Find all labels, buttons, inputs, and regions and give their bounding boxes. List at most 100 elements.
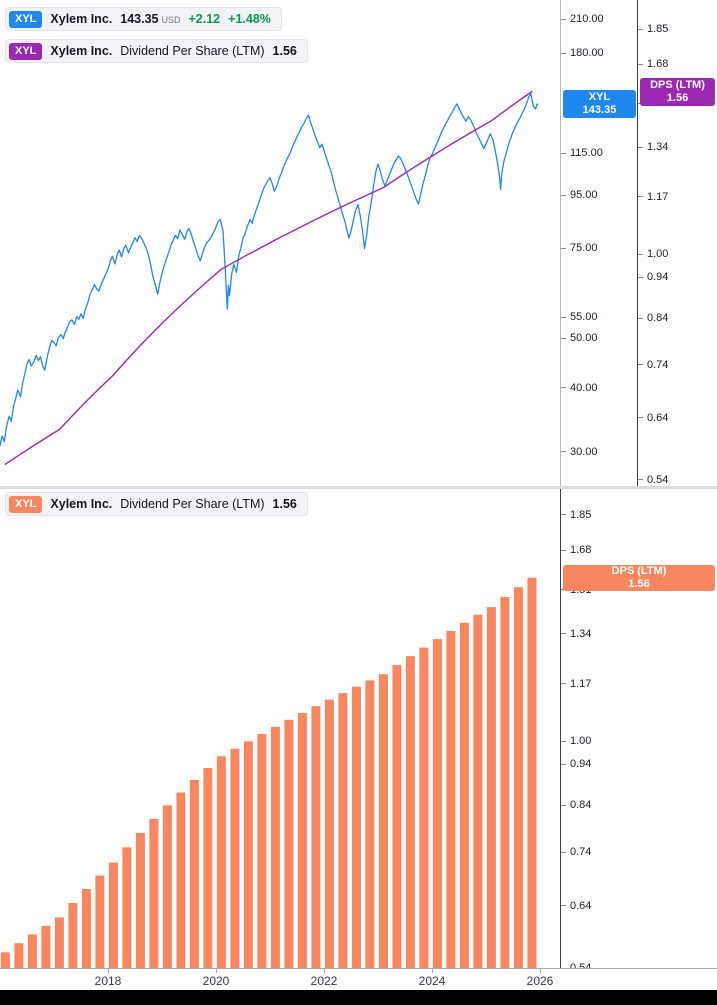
tick-label: 0.84 — [647, 312, 669, 325]
tick-label: 1.85 — [570, 508, 592, 521]
dps-bar — [392, 665, 402, 968]
dps_top-tick: 0.54 — [638, 474, 668, 486]
dps-y-axis-bottom[interactable]: 1.851.681.511.341.171.000.940.840.740.64… — [560, 489, 717, 974]
dps_top-tick: 1.68 — [638, 58, 668, 70]
tick-label: 75.00 — [570, 242, 598, 254]
dps-bar — [500, 597, 510, 968]
panel-divider[interactable] — [0, 486, 717, 489]
tick-dash — [638, 253, 643, 255]
price-tick: 115.00 — [561, 147, 603, 159]
time-tick — [108, 969, 109, 973]
time-tick — [432, 969, 433, 973]
tick-label: 1.17 — [570, 677, 592, 690]
tick-dash — [561, 194, 566, 196]
tick-label: 210.00 — [570, 13, 604, 26]
price-tick: 95.00 — [561, 189, 598, 201]
tick-label: 95.00 — [570, 189, 598, 202]
price-tick: 180.00 — [561, 47, 604, 59]
dps-bar — [203, 768, 213, 968]
dps_bottom-tick: 0.64 — [561, 900, 591, 912]
ticker-chip-dividend: XYL — [9, 495, 43, 513]
dps-bar — [95, 875, 105, 968]
tick-dash — [638, 196, 643, 198]
price-change-abs: +2.12 — [188, 12, 221, 26]
dps-bar — [14, 943, 24, 968]
dps_top-price-badge: DPS (LTM) 1.56 — [640, 77, 715, 106]
dps_top-tick: 1.17 — [638, 191, 668, 203]
dps-y-axis-top[interactable]: 1.851.681.511.341.171.000.940.840.740.64… — [637, 0, 717, 487]
dps_top-tick: 0.94 — [638, 271, 668, 283]
tick-label: 1.00 — [570, 735, 592, 748]
dps-bar — [473, 614, 483, 968]
tick-label: 1.17 — [647, 190, 669, 203]
legend-row-dps-overlay[interactable]: XYL Xylem Inc. Dividend Per Share (LTM) … — [5, 39, 308, 63]
time-label: 2026 — [526, 974, 554, 988]
tick-dash — [638, 146, 643, 148]
dps-bar — [284, 719, 294, 968]
tick-label: 0.94 — [570, 758, 592, 770]
tick-label: 0.64 — [570, 899, 592, 912]
dps-bar — [311, 706, 321, 968]
dps_top-tick: 1.00 — [638, 248, 668, 260]
tick-dash — [561, 740, 566, 742]
legend-row-dividend[interactable]: XYL Xylem Inc. Dividend Per Share (LTM) … — [5, 492, 308, 516]
time-axis[interactable]: 2018 2020 2022 2024 2026 — [0, 968, 717, 991]
tick-dash — [561, 387, 566, 389]
price-tick: 30.00 — [561, 446, 598, 458]
tick-label: 115.00 — [570, 147, 603, 159]
tick-label: 0.74 — [570, 846, 592, 859]
dividend-panel-legend: XYL Xylem Inc. Dividend Per Share (LTM) … — [5, 492, 308, 516]
dividend-chart-canvas[interactable] — [0, 489, 560, 968]
currency-label: USD — [161, 15, 181, 25]
tick-dash — [561, 763, 566, 765]
dps-bar — [108, 862, 118, 968]
badge-line: XYL — [588, 91, 611, 103]
ticker-chip-dps: XYL — [9, 42, 43, 60]
tick-label: 1.85 — [647, 23, 669, 36]
dps-bar — [216, 756, 226, 968]
dps-bar — [338, 693, 348, 968]
tick-label: 50.00 — [570, 332, 598, 345]
dps-bar — [432, 639, 442, 968]
tick-dash — [561, 52, 566, 54]
dps-bar — [81, 889, 91, 968]
dps-bar — [149, 818, 159, 968]
dps-bar — [54, 917, 64, 968]
tick-dash — [561, 905, 566, 906]
dps_bottom-price-badge: DPS (LTM) 1.56 — [563, 564, 715, 591]
dps-bar — [243, 741, 253, 968]
dps-bar — [486, 607, 496, 968]
dps-bar — [257, 734, 267, 968]
price-tick: 75.00 — [561, 242, 598, 254]
badge-line: 143.35 — [582, 104, 617, 116]
dps-bar — [365, 680, 375, 968]
tick-dash — [561, 549, 566, 551]
dps_line-series — [4, 90, 533, 465]
price-y-axis[interactable]: 210.00 180.00 115.00 95.00 75.00 55.00 50.00 40… — [560, 0, 638, 487]
company-name: Xylem Inc. — [50, 497, 113, 511]
time-label: 2022 — [310, 974, 338, 988]
dps-bar — [297, 713, 307, 968]
dps_bottom-tick: 1.17 — [561, 678, 591, 690]
tick-dash — [561, 514, 566, 516]
dps_top-tick: 1.85 — [638, 23, 668, 35]
tick-label: 1.00 — [647, 248, 669, 261]
legend-row-price[interactable]: XYL Xylem Inc. 143.35 USD +2.12 +1.48% — [5, 7, 282, 31]
tick-label: 40.00 — [570, 381, 598, 394]
price-chart-canvas[interactable] — [0, 0, 560, 487]
price-price-badge: XYL 143.35 — [563, 90, 636, 118]
dps-bar — [122, 847, 132, 968]
company-name: Xylem Inc. — [50, 12, 113, 26]
badge-line: DPS (LTM) — [650, 78, 705, 91]
tick-label: 55.00 — [570, 311, 598, 323]
dps-bar — [351, 686, 361, 968]
tick-dash — [561, 683, 566, 684]
dps_bottom-tick: 1.34 — [561, 628, 591, 640]
dps-bar — [270, 726, 280, 968]
dps-bar — [446, 630, 456, 968]
dps_top-tick: 0.74 — [638, 359, 668, 371]
dps-bar — [459, 622, 469, 968]
dps-bar — [176, 792, 186, 968]
tick-dash — [638, 63, 643, 65]
tick-dash — [561, 451, 566, 453]
